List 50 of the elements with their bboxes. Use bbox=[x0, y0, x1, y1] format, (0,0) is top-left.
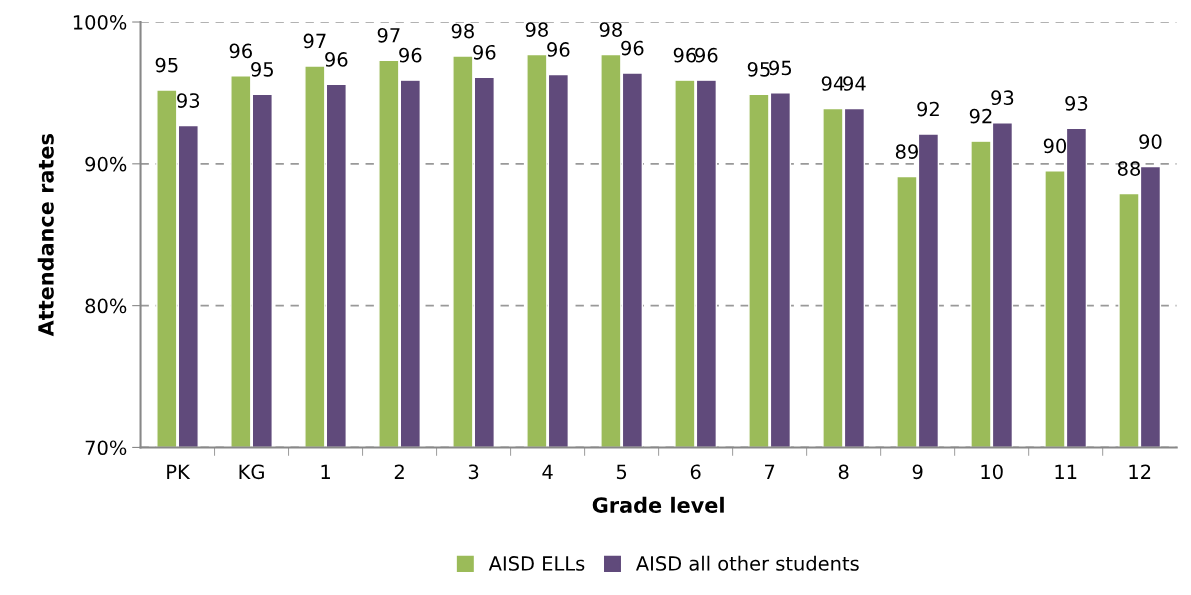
y-axis-title: Attendance rates bbox=[37, 134, 54, 337]
x-tick-label: 11 bbox=[1055, 464, 1077, 479]
y-tick-label: 70% bbox=[85, 440, 127, 456]
data-label: 92 bbox=[969, 108, 992, 124]
x-tick-label: 6 bbox=[690, 464, 701, 480]
data-label: 95 bbox=[769, 60, 792, 76]
x-tick-label: 3 bbox=[468, 464, 479, 480]
x-axis-title: Grade level bbox=[592, 496, 724, 513]
y-tick-label: 90% bbox=[85, 156, 127, 172]
y-tick-label: 80% bbox=[85, 298, 127, 314]
data-label: 90 bbox=[1043, 138, 1067, 154]
x-tick-label: 5 bbox=[616, 464, 627, 480]
data-label: 97 bbox=[377, 27, 400, 43]
x-tick-label: 2 bbox=[394, 464, 404, 479]
legend-label: AISD all other students bbox=[635, 555, 859, 571]
x-tick-label: 4 bbox=[542, 464, 553, 479]
data-label: 96 bbox=[325, 52, 348, 67]
data-label: 95 bbox=[155, 57, 178, 73]
data-label: 96 bbox=[547, 42, 570, 57]
legend-label: AISD ELLs bbox=[488, 556, 585, 571]
y-tick-label: 100% bbox=[73, 14, 127, 30]
x-tick-label: 10 bbox=[981, 464, 1003, 480]
data-label: 96 bbox=[695, 47, 718, 63]
data-label: 96 bbox=[473, 44, 496, 60]
data-label: 96 bbox=[399, 47, 422, 63]
data-label: 95 bbox=[747, 61, 770, 77]
data-label: 97 bbox=[303, 33, 326, 49]
data-label: 95 bbox=[251, 61, 273, 77]
data-label: 96 bbox=[621, 40, 644, 56]
data-label: 94 bbox=[821, 76, 845, 91]
x-tick-label: 7 bbox=[765, 464, 775, 479]
data-label: 96 bbox=[673, 47, 697, 63]
data-label: 98 bbox=[525, 22, 548, 37]
data-label: 93 bbox=[991, 90, 1014, 106]
x-tick-label: 1 bbox=[321, 464, 330, 479]
x-tick-label: 9 bbox=[912, 464, 923, 480]
data-label: 94 bbox=[843, 76, 866, 91]
data-label: 93 bbox=[1065, 96, 1088, 111]
x-tick-label: PK bbox=[167, 464, 191, 479]
data-label: 89 bbox=[895, 144, 918, 159]
data-label: 90 bbox=[1139, 134, 1162, 149]
x-tick-label: 8 bbox=[838, 464, 849, 480]
x-tick-label: 12 bbox=[1129, 464, 1151, 479]
data-label: 98 bbox=[451, 23, 474, 39]
data-label: 93 bbox=[177, 93, 200, 108]
data-label: 88 bbox=[1117, 161, 1141, 176]
data-label: 96 bbox=[229, 43, 252, 59]
x-tick-label: KG bbox=[239, 464, 264, 480]
data-label: 92 bbox=[917, 101, 939, 117]
data-label: 98 bbox=[599, 22, 622, 37]
